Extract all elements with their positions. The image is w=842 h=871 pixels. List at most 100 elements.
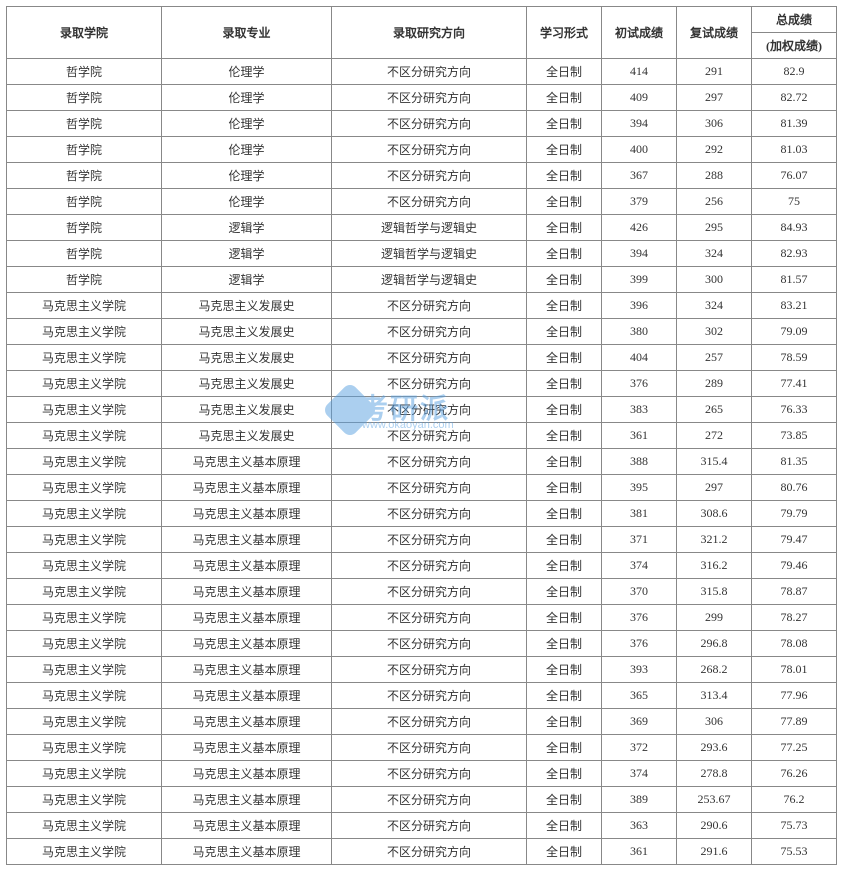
cell-retest: 316.2 [677, 553, 752, 579]
cell-total: 81.39 [752, 111, 837, 137]
cell-college: 马克思主义学院 [7, 423, 162, 449]
cell-college: 马克思主义学院 [7, 657, 162, 683]
cell-prelim: 394 [602, 111, 677, 137]
cell-mode: 全日制 [527, 189, 602, 215]
cell-prelim: 370 [602, 579, 677, 605]
cell-college: 马克思主义学院 [7, 345, 162, 371]
table-row: 马克思主义学院马克思主义基本原理不区分研究方向全日制370315.878.87 [7, 579, 837, 605]
cell-direction: 不区分研究方向 [332, 371, 527, 397]
cell-direction: 不区分研究方向 [332, 345, 527, 371]
cell-prelim: 404 [602, 345, 677, 371]
cell-prelim: 379 [602, 189, 677, 215]
cell-mode: 全日制 [527, 319, 602, 345]
cell-major: 马克思主义基本原理 [162, 449, 332, 475]
cell-total: 81.35 [752, 449, 837, 475]
cell-prelim: 414 [602, 59, 677, 85]
cell-mode: 全日制 [527, 371, 602, 397]
cell-prelim: 396 [602, 293, 677, 319]
cell-total: 78.08 [752, 631, 837, 657]
cell-retest: 306 [677, 709, 752, 735]
cell-mode: 全日制 [527, 241, 602, 267]
cell-college: 哲学院 [7, 215, 162, 241]
cell-retest: 291 [677, 59, 752, 85]
table-row: 马克思主义学院马克思主义基本原理不区分研究方向全日制365313.477.96 [7, 683, 837, 709]
cell-retest: 297 [677, 475, 752, 501]
table-row: 马克思主义学院马克思主义发展史不区分研究方向全日制38030279.09 [7, 319, 837, 345]
cell-prelim: 388 [602, 449, 677, 475]
cell-retest: 272 [677, 423, 752, 449]
cell-major: 马克思主义发展史 [162, 319, 332, 345]
cell-direction: 不区分研究方向 [332, 137, 527, 163]
cell-major: 马克思主义基本原理 [162, 553, 332, 579]
cell-college: 马克思主义学院 [7, 579, 162, 605]
cell-mode: 全日制 [527, 683, 602, 709]
cell-total: 76.07 [752, 163, 837, 189]
table-row: 哲学院逻辑学逻辑哲学与逻辑史全日制42629584.93 [7, 215, 837, 241]
table-row: 马克思主义学院马克思主义基本原理不区分研究方向全日制363290.675.73 [7, 813, 837, 839]
cell-direction: 不区分研究方向 [332, 293, 527, 319]
cell-college: 哲学院 [7, 85, 162, 111]
cell-total: 77.89 [752, 709, 837, 735]
table-row: 哲学院伦理学不区分研究方向全日制39430681.39 [7, 111, 837, 137]
cell-major: 伦理学 [162, 137, 332, 163]
cell-total: 79.09 [752, 319, 837, 345]
cell-mode: 全日制 [527, 59, 602, 85]
cell-direction: 不区分研究方向 [332, 501, 527, 527]
col-total-sub: (加权成绩) [752, 33, 837, 59]
cell-mode: 全日制 [527, 85, 602, 111]
cell-college: 马克思主义学院 [7, 787, 162, 813]
cell-total: 83.21 [752, 293, 837, 319]
cell-major: 逻辑学 [162, 241, 332, 267]
cell-major: 马克思主义发展史 [162, 293, 332, 319]
cell-direction: 不区分研究方向 [332, 59, 527, 85]
cell-total: 76.33 [752, 397, 837, 423]
table-row: 马克思主义学院马克思主义发展史不区分研究方向全日制38326576.33 [7, 397, 837, 423]
table-row: 马克思主义学院马克思主义发展史不区分研究方向全日制36127273.85 [7, 423, 837, 449]
cell-direction: 不区分研究方向 [332, 813, 527, 839]
cell-direction: 不区分研究方向 [332, 579, 527, 605]
table-row: 马克思主义学院马克思主义基本原理不区分研究方向全日制388315.481.35 [7, 449, 837, 475]
cell-college: 哲学院 [7, 59, 162, 85]
cell-college: 马克思主义学院 [7, 449, 162, 475]
cell-retest: 306 [677, 111, 752, 137]
cell-prelim: 372 [602, 735, 677, 761]
cell-major: 马克思主义基本原理 [162, 839, 332, 865]
cell-direction: 不区分研究方向 [332, 631, 527, 657]
col-prelim: 初试成绩 [602, 7, 677, 59]
table-row: 马克思主义学院马克思主义发展史不区分研究方向全日制39632483.21 [7, 293, 837, 319]
table-row: 马克思主义学院马克思主义基本原理不区分研究方向全日制374278.876.26 [7, 761, 837, 787]
cell-total: 79.46 [752, 553, 837, 579]
cell-mode: 全日制 [527, 501, 602, 527]
cell-college: 马克思主义学院 [7, 371, 162, 397]
cell-total: 77.25 [752, 735, 837, 761]
cell-total: 75.73 [752, 813, 837, 839]
cell-retest: 268.2 [677, 657, 752, 683]
cell-total: 75 [752, 189, 837, 215]
cell-major: 马克思主义基本原理 [162, 501, 332, 527]
cell-retest: 288 [677, 163, 752, 189]
cell-major: 马克思主义基本原理 [162, 683, 332, 709]
cell-prelim: 369 [602, 709, 677, 735]
cell-mode: 全日制 [527, 215, 602, 241]
cell-direction: 不区分研究方向 [332, 189, 527, 215]
cell-direction: 不区分研究方向 [332, 735, 527, 761]
col-mode: 学习形式 [527, 7, 602, 59]
cell-college: 马克思主义学院 [7, 501, 162, 527]
cell-total: 82.9 [752, 59, 837, 85]
cell-total: 76.2 [752, 787, 837, 813]
cell-total: 77.96 [752, 683, 837, 709]
cell-mode: 全日制 [527, 345, 602, 371]
cell-college: 马克思主义学院 [7, 839, 162, 865]
cell-prelim: 376 [602, 371, 677, 397]
cell-direction: 不区分研究方向 [332, 85, 527, 111]
cell-prelim: 374 [602, 761, 677, 787]
table-row: 马克思主义学院马克思主义基本原理不区分研究方向全日制372293.677.25 [7, 735, 837, 761]
cell-prelim: 376 [602, 605, 677, 631]
cell-direction: 不区分研究方向 [332, 839, 527, 865]
cell-mode: 全日制 [527, 267, 602, 293]
cell-direction: 逻辑哲学与逻辑史 [332, 241, 527, 267]
cell-major: 马克思主义基本原理 [162, 657, 332, 683]
cell-prelim: 380 [602, 319, 677, 345]
col-direction: 录取研究方向 [332, 7, 527, 59]
cell-mode: 全日制 [527, 761, 602, 787]
